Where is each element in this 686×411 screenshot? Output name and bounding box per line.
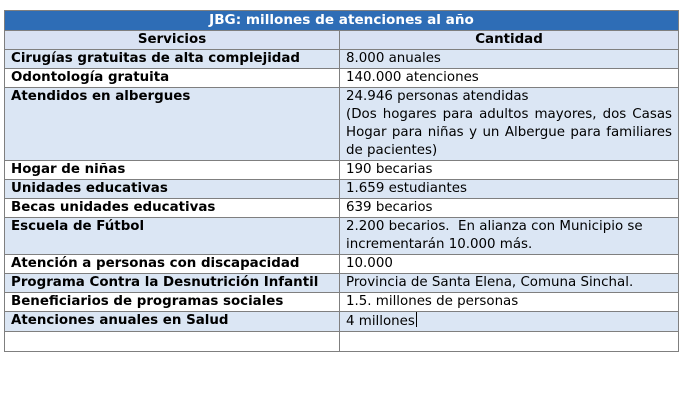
text-cursor [415,312,417,327]
services-table: JBG: millones de atenciones al año Servi… [3,10,680,352]
table-row: Atenciones anuales en Salud 4 millones [4,311,680,332]
service-cell: Beneficiarios de programas sociales [4,292,340,312]
services-table-container: JBG: millones de atenciones al año Servi… [3,10,680,352]
quantity-text: 190 becarias [346,162,433,177]
table-row: Hogar de niñas 190 becarias [4,160,680,180]
quantity-cell[interactable]: 4 millones [338,311,680,332]
quantity-text: Provincia de Santa Elena, Comuna Sinchal… [346,275,634,290]
quantity-text: 10.000 [346,256,393,271]
service-cell-empty [4,331,340,352]
quantity-cell: 24.946 personas atendidas (Dos hogares p… [338,87,680,161]
quantity-cell: 1.659 estudiantes [338,179,680,199]
quantity-text: 2.200 becarios. En alianza con Municipio… [346,219,647,252]
table-row: Escuela de Fútbol 2.200 becarios. En ali… [4,217,680,255]
service-cell: Atención a personas con discapacidad [4,254,340,274]
quantity-text: 639 becarios [346,200,433,215]
service-cell: Atendidos en albergues [4,87,340,161]
table-row: Unidades educativas 1.659 estudiantes [4,179,680,199]
service-cell: Escuela de Fútbol [4,217,340,255]
table-row [4,331,680,352]
quantity-cell: 1.5. millones de personas [338,292,680,312]
table-row: Odontología gratuita 140.000 atenciones [4,68,680,88]
quantity-cell: 140.000 atenciones [338,68,680,88]
quantity-text: 4 millones [346,314,415,329]
quantity-cell: 639 becarios [338,198,680,218]
table-title: JBG: millones de atenciones al año [3,10,680,31]
quantity-note: (Dos hogares para adultos mayores, dos C… [346,107,673,158]
column-header-services: Servicios [4,30,340,50]
service-cell: Odontología gratuita [4,68,340,88]
table-header-row: Servicios Cantidad [4,30,680,50]
column-header-quantity: Cantidad [338,30,680,50]
quantity-cell: 190 becarias [338,160,680,180]
quantity-cell: 2.200 becarios. En alianza con Municipio… [338,217,680,255]
quantity-cell: 10.000 [338,254,680,274]
quantity-cell: 8.000 anuales [338,49,680,69]
table-row: Beneficiarios de programas sociales 1.5.… [4,292,680,312]
quantity-text: 1.5. millones de personas [346,294,519,309]
table-row: Programa Contra la Desnutrición Infantil… [4,273,680,293]
quantity-text: 1.659 estudiantes [346,181,467,196]
quantity-cell-empty [338,331,680,352]
service-cell: Becas unidades educativas [4,198,340,218]
service-cell: Atenciones anuales en Salud [4,311,340,332]
quantity-text: 140.000 atenciones [346,70,479,85]
table-row: Becas unidades educativas 639 becarios [4,198,680,218]
quantity-text: 8.000 anuales [346,51,441,66]
quantity-text: 24.946 personas atendidas [346,89,529,104]
table-row: Atención a personas con discapacidad 10.… [4,254,680,274]
service-cell: Unidades educativas [4,179,340,199]
table-row: Cirugías gratuitas de alta complejidad 8… [4,49,680,69]
quantity-cell: Provincia de Santa Elena, Comuna Sinchal… [338,273,680,293]
service-cell: Programa Contra la Desnutrición Infantil [4,273,340,293]
table-row: Atendidos en albergues 24.946 personas a… [4,87,680,161]
table-title-row: JBG: millones de atenciones al año [3,10,680,31]
service-cell: Cirugías gratuitas de alta complejidad [4,49,340,69]
service-cell: Hogar de niñas [4,160,340,180]
